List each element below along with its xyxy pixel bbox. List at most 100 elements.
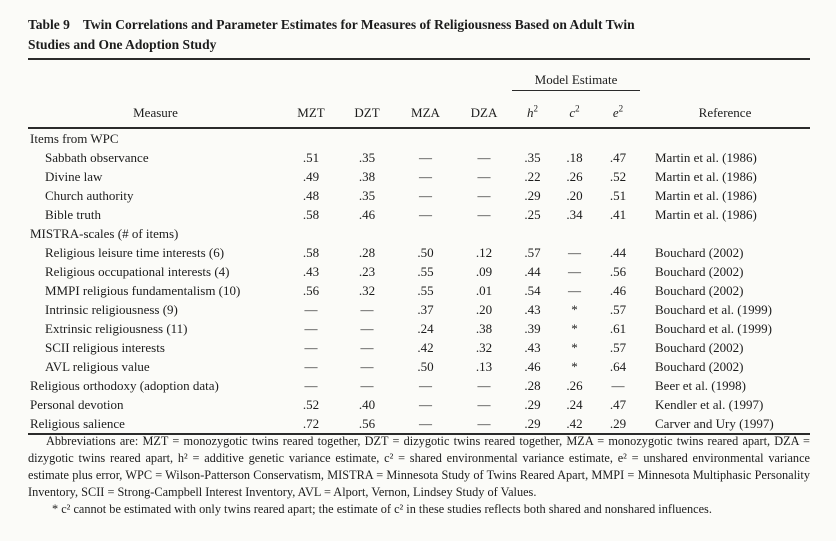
group-header-spacer-left xyxy=(28,59,512,91)
cell-measure: Religious occupational interests (4) xyxy=(45,264,230,279)
cell-c2: .26 xyxy=(566,169,583,184)
cell-c2: * xyxy=(571,321,578,336)
cell-c2: * xyxy=(571,340,578,355)
cell-h2 xyxy=(512,224,553,243)
cell-mza: — xyxy=(419,378,432,393)
cell-dza: .38 xyxy=(475,321,493,336)
cell-ref: Martin et al. (1986) xyxy=(655,150,757,165)
cell-h2: .44 xyxy=(524,264,541,279)
cell-mzt: — xyxy=(304,321,318,336)
cell-mza: .24 xyxy=(417,321,434,336)
cell-mzt: .43 xyxy=(302,264,320,279)
cell-e2: .61 xyxy=(609,321,627,336)
cell-c2 xyxy=(553,224,596,243)
cell-e2: .41 xyxy=(609,207,627,222)
cell-e2: .29 xyxy=(596,414,640,435)
column-header-measure: Measure xyxy=(28,90,283,129)
cell-measure: Sabbath observance xyxy=(45,150,149,165)
table-footnotes: Abbreviations are: MZT = monozygotic twi… xyxy=(28,433,810,518)
column-header-e2: e2 xyxy=(596,90,640,129)
cell-mzt: .49 xyxy=(302,169,320,184)
cell-c2: .26 xyxy=(566,378,583,393)
column-header-ref: Reference xyxy=(640,90,810,129)
cell-dzt: — xyxy=(360,378,374,393)
table-row: Religious leisure time interests (6) .58.… xyxy=(28,243,810,262)
table-row: Religious orthodoxy (adoption data) — — — —.… xyxy=(28,376,810,395)
cell-mzt: .58 xyxy=(302,207,320,222)
column-header-h2: h2 xyxy=(512,90,553,129)
cell-c2: .18 xyxy=(566,150,583,165)
cell-ref: Bouchard (2002) xyxy=(655,359,744,374)
table-row: Church authority .48 .35 — — .29 .20 .51 Martin … xyxy=(28,186,810,205)
cell-c2: — xyxy=(568,283,581,298)
table-title: Table 9 Twin Correlations and Parameter E… xyxy=(28,15,650,55)
cell-mza xyxy=(395,224,456,243)
cell-ref: Kendler et al. (1997) xyxy=(655,397,764,412)
column-header-mza: MZA xyxy=(395,90,456,129)
cell-c2: .20 xyxy=(566,188,583,203)
table-row: AVL religious value — — .50 .13 .46 * .64 Boucha… xyxy=(28,357,810,376)
cell-e2: .51 xyxy=(609,188,627,203)
cell-dza: — xyxy=(456,414,512,435)
table-row: Sabbath observance .51 .35 — — .35 .18 .47 Marti… xyxy=(28,148,810,167)
cell-mza: — xyxy=(419,169,432,184)
table-row: Religious salience .72.56— — .29.42.29 Carve… xyxy=(28,414,810,435)
cell-c2: — xyxy=(568,245,581,260)
cell-dzt: .23 xyxy=(358,264,376,279)
cell-dza: .09 xyxy=(475,264,493,279)
cell-ref: Martin et al. (1986) xyxy=(655,188,757,203)
cell-h2: .39 xyxy=(524,321,541,336)
cell-dzt: .28 xyxy=(358,245,376,260)
cell-mza xyxy=(395,128,456,148)
cell-h2: .43 xyxy=(524,302,541,317)
cell-ref: Bouchard (2002) xyxy=(655,283,744,298)
cell-dzt: .40 xyxy=(358,397,376,412)
table-row: Bible truth .58 .46 — — .25 .34 .41 Martin et al… xyxy=(28,205,810,224)
cell-mza: — xyxy=(419,188,432,203)
cell-c2: — xyxy=(568,264,581,279)
cell-mza: — xyxy=(419,397,432,412)
cell-dzt: — xyxy=(360,302,374,317)
cell-mzt: .58 xyxy=(302,245,320,260)
cell-h2: .25 xyxy=(524,207,541,222)
cell-measure: MMPI religious fundamentalism (10) xyxy=(45,283,241,298)
cell-e2: .47 xyxy=(609,150,627,165)
cell-h2: .29 xyxy=(512,414,553,435)
cell-measure: AVL religious value xyxy=(45,359,150,374)
cell-c2 xyxy=(553,128,596,148)
cell-mza: — xyxy=(395,414,456,435)
cell-dza: .01 xyxy=(475,283,493,298)
cell-c2: .24 xyxy=(566,397,583,412)
cell-c2: * xyxy=(571,302,578,317)
twin-correlations-table: Model Estimate Measure MZT DZT MZA DZA h2 c2 e2… xyxy=(28,58,810,435)
cell-measure: SCII religious interests xyxy=(45,340,165,355)
cell-mzt xyxy=(283,224,339,243)
cell-dza xyxy=(456,224,512,243)
cell-dzt: .35 xyxy=(358,188,376,203)
cell-dza: — xyxy=(477,150,491,165)
cell-e2: .64 xyxy=(609,359,627,374)
cell-h2: .22 xyxy=(524,169,541,184)
cell-dza: — xyxy=(477,169,491,184)
cell-dzt xyxy=(339,128,395,148)
cell-dzt: .32 xyxy=(358,283,376,298)
cell-ref: Bouchard (2002) xyxy=(655,245,744,260)
model-estimate-group-header: Model Estimate xyxy=(512,59,640,91)
cell-c2: * xyxy=(571,359,578,374)
cell-ref: Martin et al. (1986) xyxy=(655,207,757,222)
cell-measure: Church authority xyxy=(45,188,134,203)
cell-dzt xyxy=(339,224,395,243)
abbreviations-note: Abbreviations are: MZT = monozygotic twi… xyxy=(28,434,810,499)
cell-dzt: — xyxy=(360,359,374,374)
cell-dza: .32 xyxy=(475,340,493,355)
cell-ref: Bouchard et al. (1999) xyxy=(655,302,772,317)
cell-dza: .20 xyxy=(475,302,493,317)
cell-mzt: .52 xyxy=(302,397,320,412)
cell-h2: .29 xyxy=(524,188,541,203)
table-row: Religious occupational interests (4) .43.… xyxy=(28,262,810,281)
table-row: Divine law .49 .38 — — .22 .26 .52 Martin et al.… xyxy=(28,167,810,186)
cell-e2: .46 xyxy=(609,283,627,298)
cell-mzt xyxy=(283,128,339,148)
cell-ref: Beer et al. (1998) xyxy=(655,378,746,393)
